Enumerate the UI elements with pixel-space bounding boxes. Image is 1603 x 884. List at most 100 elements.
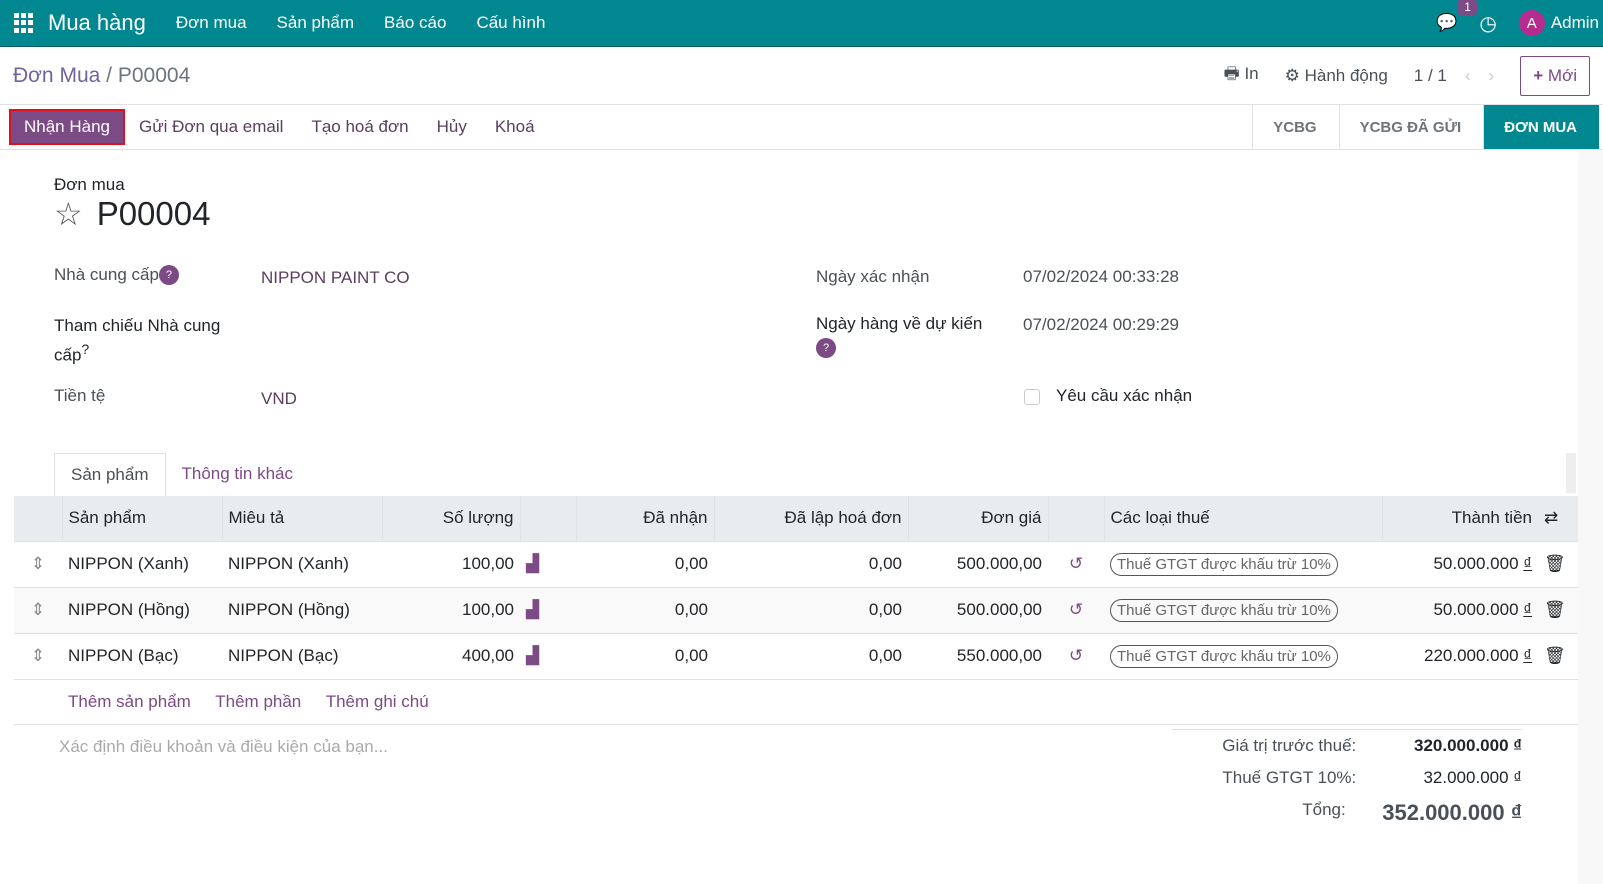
breadcrumb: Đơn Mua / P00004 <box>13 64 190 88</box>
stage-rfq-sent[interactable]: YCBG ĐÃ GỬI <box>1338 105 1484 149</box>
cell-product[interactable]: NIPPON (Xanh) <box>62 540 222 587</box>
vendor-field[interactable]: NIPPON PAINT CO <box>261 268 410 287</box>
expected-date-field[interactable]: 07/02/2024 00:29:29 <box>1023 315 1179 334</box>
scrollbar[interactable] <box>1566 453 1576 493</box>
add-product-link[interactable]: Thêm sản phẩm <box>68 692 191 712</box>
new-button[interactable]: + Mới <box>1520 55 1590 96</box>
cell-product[interactable]: NIPPON (Bạc) <box>62 632 222 679</box>
clock-icon[interactable]: ◷ <box>1479 12 1497 35</box>
trash-icon[interactable]: 🗑 <box>1538 540 1578 587</box>
column-settings-icon[interactable]: ⇄ <box>1538 496 1578 541</box>
cell-qty[interactable]: 400,00 <box>382 632 520 679</box>
create-bill-button[interactable]: Tạo hoá đơn <box>311 117 409 136</box>
confirm-date-label: Ngày xác nhận <box>816 267 930 286</box>
table-row[interactable]: ⇕ NIPPON (Hồng) NIPPON (Hồng) 100,00 ▟ 0… <box>14 586 1578 633</box>
stage-purchase-order[interactable]: ĐƠN MUA <box>1483 105 1599 149</box>
currency-field[interactable]: VND <box>261 389 297 408</box>
pager-value[interactable]: 1 / 1 <box>1413 65 1447 85</box>
cell-qty[interactable]: 100,00 <box>382 540 520 587</box>
lock-button[interactable]: Khoá <box>494 117 535 136</box>
total-value: 352.000.000 ₫ <box>1382 800 1522 825</box>
cell-product[interactable]: NIPPON (Hồng) <box>62 586 222 633</box>
send-email-button[interactable]: Gửi Đơn qua email <box>139 117 284 136</box>
chat-icon[interactable]: 💬 1 <box>1436 0 1477 33</box>
forecast-chart-icon[interactable]: ▟ <box>520 586 576 633</box>
tax-tag: Thuế GTGT được khấu trừ 10% <box>1110 645 1338 668</box>
col-received[interactable]: Đã nhận <box>575 496 714 541</box>
chat-badge: 1 <box>1458 0 1477 15</box>
star-icon[interactable]: ☆ <box>54 196 83 232</box>
cell-invoiced: 0,00 <box>714 632 908 679</box>
cell-desc[interactable]: NIPPON (Xanh) <box>222 540 382 587</box>
add-note-link[interactable]: Thêm ghi chú <box>325 692 429 712</box>
cell-desc[interactable]: NIPPON (Hồng) <box>222 586 382 633</box>
col-product[interactable]: Sản phẩm <box>61 496 222 541</box>
form-subtitle: Đơn mua <box>54 175 125 194</box>
help-icon[interactable]: ? <box>158 265 179 285</box>
confirm-date-field[interactable]: 07/02/2024 00:33:28 <box>1023 267 1179 286</box>
reset-price-icon[interactable]: ↺ <box>1048 586 1104 633</box>
tab-other-info[interactable]: Thông tin khác <box>181 464 294 483</box>
app-name[interactable]: Mua hàng <box>48 10 146 35</box>
col-price[interactable]: Đơn giá <box>907 496 1048 541</box>
receive-button[interactable]: Nhận Hàng <box>8 109 126 145</box>
tab-products[interactable]: Sản phẩm <box>54 453 166 497</box>
menu-reports[interactable]: Báo cáo <box>384 13 447 32</box>
printer-icon: 🖶 <box>1223 64 1240 83</box>
reset-price-icon[interactable]: ↺ <box>1048 540 1104 587</box>
cell-taxes[interactable]: Thuế GTGT được khấu trừ 10% <box>1104 586 1382 633</box>
print-button[interactable]: 🖶 In <box>1224 61 1259 90</box>
gear-icon: ⚙ <box>1284 65 1300 85</box>
breadcrumb-current: P00004 <box>117 63 191 87</box>
cell-qty[interactable]: 100,00 <box>382 586 520 633</box>
user-menu[interactable]: A Admin <box>1518 10 1599 36</box>
apps-grid-icon[interactable] <box>14 13 34 33</box>
reset-price-icon[interactable]: ↺ <box>1048 632 1104 679</box>
cell-desc[interactable]: NIPPON (Bạc) <box>222 632 382 679</box>
tax-tag: Thuế GTGT được khấu trừ 10% <box>1110 599 1338 622</box>
plus-icon: + <box>1533 65 1544 85</box>
cell-received[interactable]: 0,00 <box>576 586 714 633</box>
cell-price[interactable]: 500.000,00 <box>908 540 1048 587</box>
breadcrumb-parent[interactable]: Đơn Mua <box>13 63 101 87</box>
terms-input[interactable]: Xác định điều khoản và điều kiện của bạn… <box>59 737 388 756</box>
table-row[interactable]: ⇕ NIPPON (Xanh) NIPPON (Xanh) 100,00 ▟ 0… <box>14 540 1578 587</box>
menu-config[interactable]: Cấu hình <box>476 13 546 32</box>
table-row[interactable]: ⇕ NIPPON (Bạc) NIPPON (Bạc) 400,00 ▟ 0,0… <box>14 632 1578 679</box>
cell-received[interactable]: 0,00 <box>576 632 714 679</box>
help-icon[interactable]: ? <box>816 338 836 358</box>
drag-handle-icon[interactable]: ⇕ <box>14 540 62 587</box>
pager-prev-icon[interactable]: ‹ <box>1464 65 1471 85</box>
order-name: P00004 <box>96 195 211 232</box>
ack-checkbox[interactable] <box>1024 389 1040 405</box>
stage-rfq[interactable]: YCBG <box>1252 105 1338 149</box>
vendor-label: Nhà cung cấp? <box>54 265 179 285</box>
cell-price[interactable]: 500.000,00 <box>908 586 1048 633</box>
forecast-chart-icon[interactable]: ▟ <box>520 632 576 679</box>
notebook-tabs: Sản phẩm Thông tin khác <box>54 453 1544 497</box>
menu-products[interactable]: Sản phẩm <box>276 13 355 32</box>
cell-received[interactable]: 0,00 <box>576 540 714 587</box>
cancel-button[interactable]: Hủy <box>436 117 467 136</box>
order-lines-table: Sản phẩm Miêu tả Số lượng Đã nhận Đã lập… <box>14 496 1578 725</box>
add-section-link[interactable]: Thêm phần <box>215 692 302 712</box>
drag-handle-icon[interactable]: ⇕ <box>14 586 62 633</box>
drag-handle-icon[interactable]: ⇕ <box>14 632 62 679</box>
cell-price[interactable]: 550.000,00 <box>908 632 1048 679</box>
col-subtotal[interactable]: Thành tiền <box>1381 496 1538 541</box>
cell-taxes[interactable]: Thuế GTGT được khấu trừ 10% <box>1104 632 1382 679</box>
cell-taxes[interactable]: Thuế GTGT được khấu trừ 10% <box>1104 540 1382 587</box>
action-button[interactable]: ⚙ Hành động <box>1285 66 1388 86</box>
pager-next-icon[interactable]: › <box>1488 65 1495 85</box>
col-taxes[interactable]: Các loại thuế <box>1103 496 1382 541</box>
trash-icon[interactable]: 🗑 <box>1538 632 1578 679</box>
col-qty[interactable]: Số lượng <box>381 496 520 541</box>
new-label: Mới <box>1547 65 1577 85</box>
tax-tag: Thuế GTGT được khấu trừ 10% <box>1110 553 1338 576</box>
forecast-chart-icon[interactable]: ▟ <box>520 540 576 587</box>
menu-orders[interactable]: Đơn mua <box>175 13 247 32</box>
col-desc[interactable]: Miêu tả <box>221 496 382 541</box>
trash-icon[interactable]: 🗑 <box>1538 586 1578 633</box>
col-invoiced[interactable]: Đã lập hoá đơn <box>713 496 908 541</box>
avatar: A <box>1518 10 1545 36</box>
